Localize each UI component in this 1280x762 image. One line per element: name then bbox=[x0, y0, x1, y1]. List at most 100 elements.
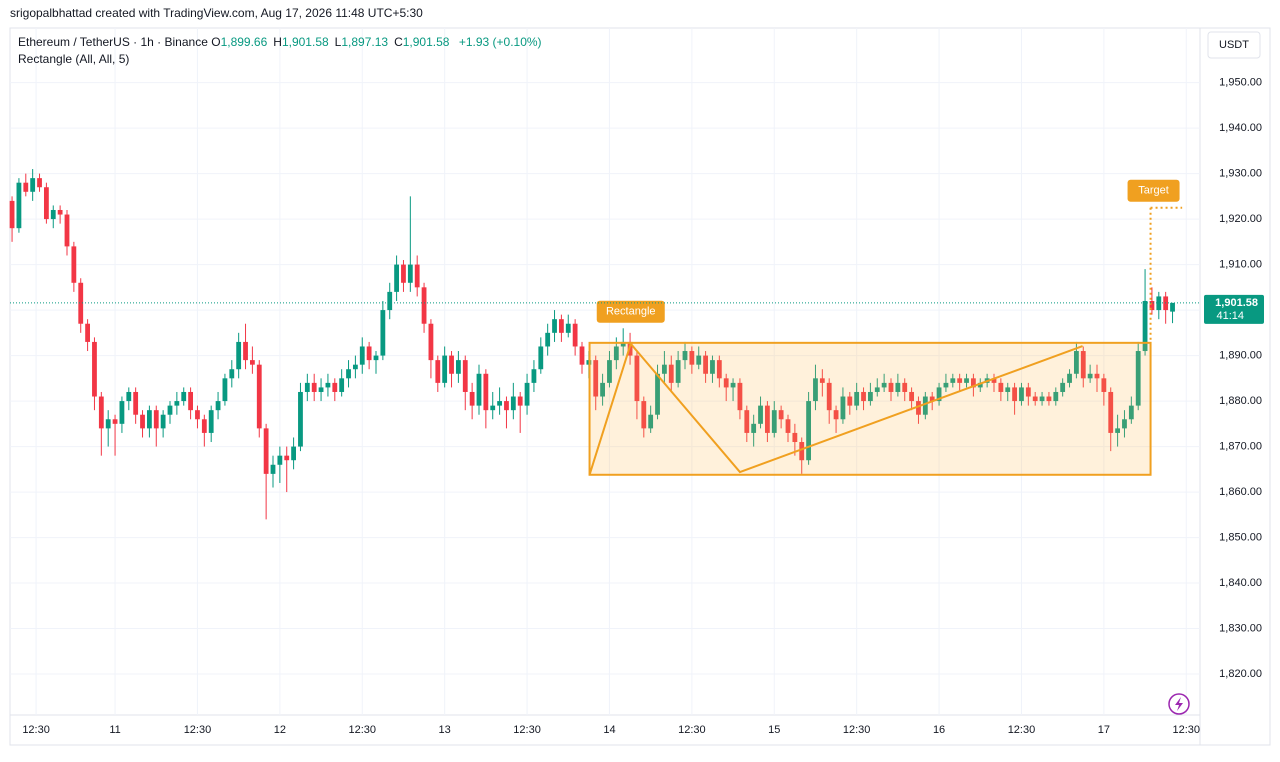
candle-body bbox=[291, 446, 296, 461]
candle-body bbox=[799, 442, 805, 461]
target-label: Target bbox=[1138, 185, 1169, 197]
pattern-line bbox=[588, 341, 1083, 476]
candle-body bbox=[867, 391, 873, 402]
y-tick-label: 1,820.00 bbox=[1219, 668, 1262, 680]
candle-body bbox=[819, 378, 825, 383]
ohlc-key: C bbox=[394, 35, 403, 49]
candle-body bbox=[490, 405, 496, 411]
x-tick-label: 16 bbox=[933, 724, 945, 736]
candle-body bbox=[401, 264, 406, 283]
countdown: 41:14 bbox=[1216, 310, 1244, 322]
candle-body bbox=[723, 378, 729, 388]
candle-body bbox=[208, 410, 214, 433]
candle-body bbox=[895, 382, 901, 392]
candle-body bbox=[105, 419, 111, 429]
currency[interactable]: USDT bbox=[1219, 39, 1249, 51]
candle-body bbox=[977, 382, 983, 388]
y-tick-label: 1,830.00 bbox=[1219, 622, 1262, 634]
candle-body bbox=[751, 423, 757, 433]
candle-body bbox=[689, 351, 695, 365]
candle-body bbox=[510, 396, 516, 411]
candle-body bbox=[1156, 296, 1162, 311]
candle-body bbox=[435, 360, 441, 383]
candle-body bbox=[359, 346, 365, 365]
candle-body bbox=[1080, 351, 1086, 379]
ohlc-key: O bbox=[211, 35, 221, 49]
y-tick-label: 1,950.00 bbox=[1219, 77, 1262, 89]
y-tick-label: 1,930.00 bbox=[1219, 167, 1262, 179]
x-tick-label: 12:30 bbox=[1173, 724, 1201, 736]
candle-body bbox=[119, 401, 125, 424]
candle-body bbox=[861, 391, 866, 402]
candle-body bbox=[813, 378, 818, 402]
candle-body bbox=[1039, 396, 1045, 402]
candle-body bbox=[311, 382, 317, 392]
candle-body bbox=[545, 332, 551, 347]
candle-body bbox=[133, 391, 139, 415]
candle-body bbox=[112, 419, 118, 424]
candle-body bbox=[160, 414, 166, 429]
candle-body bbox=[346, 369, 351, 379]
candle-body bbox=[318, 387, 324, 392]
plot: Rectangle Target bbox=[9, 169, 1200, 520]
candle-body bbox=[572, 323, 578, 347]
x-tick-label: 12:30 bbox=[348, 724, 376, 736]
candle-body bbox=[655, 373, 660, 415]
candle-body bbox=[847, 396, 853, 406]
candle-body bbox=[888, 382, 894, 392]
x-tick-label: 15 bbox=[768, 724, 780, 736]
candle-body bbox=[1122, 419, 1127, 429]
candle-body bbox=[352, 364, 358, 370]
candle-body bbox=[716, 360, 722, 379]
candle-body bbox=[1108, 391, 1114, 433]
candle-body bbox=[1067, 373, 1072, 383]
candle-body bbox=[950, 378, 956, 383]
candle-body bbox=[277, 455, 283, 465]
candle-body bbox=[929, 396, 935, 402]
candle-body bbox=[641, 401, 647, 429]
header: srigopalbhattad created with TradingView… bbox=[10, 6, 423, 20]
candle-body bbox=[140, 414, 145, 429]
candle-body bbox=[236, 341, 242, 370]
x-tick-label: 12:30 bbox=[1008, 724, 1036, 736]
candle-body bbox=[1053, 391, 1059, 402]
candle-body bbox=[428, 323, 434, 361]
candle-body bbox=[64, 214, 70, 247]
candle-body bbox=[380, 310, 386, 356]
candle-body bbox=[442, 355, 448, 383]
candle-body bbox=[9, 200, 15, 229]
candle-body bbox=[964, 378, 969, 383]
ohlc-value: 1,897.13 bbox=[341, 35, 389, 49]
ohlc-key: L bbox=[334, 35, 342, 49]
candle-body bbox=[325, 382, 331, 388]
last-price-label: 1,901.58 bbox=[1215, 297, 1258, 309]
candle-body bbox=[263, 428, 269, 474]
y-tick-label: 1,870.00 bbox=[1219, 440, 1262, 452]
currency-button[interactable] bbox=[1207, 31, 1261, 59]
candle-body bbox=[366, 346, 372, 361]
candle-body bbox=[455, 360, 461, 374]
candle-body bbox=[648, 414, 654, 429]
candle-body bbox=[998, 382, 1004, 392]
candle-body bbox=[936, 387, 942, 402]
x-tick-label: 12:30 bbox=[843, 724, 871, 736]
x-tick-label: 11 bbox=[109, 724, 120, 736]
candle-body bbox=[449, 355, 454, 374]
candle-body bbox=[620, 341, 626, 347]
candle-body bbox=[538, 346, 544, 370]
candle-body bbox=[243, 341, 248, 361]
candle-body bbox=[1025, 387, 1031, 397]
candle-body bbox=[902, 382, 908, 392]
candle-body bbox=[298, 391, 303, 447]
pattern-label: Rectangle bbox=[606, 306, 656, 318]
ohlc: O1,899.66 H1,901.58 L1,897.13 C1,901.58 bbox=[211, 35, 455, 49]
candle-body bbox=[23, 182, 29, 192]
candle-body bbox=[916, 401, 921, 415]
candle-body bbox=[16, 182, 22, 229]
y-tick-label: 1,840.00 bbox=[1219, 577, 1262, 589]
candle-body bbox=[222, 378, 228, 402]
candle-body bbox=[579, 346, 585, 365]
candle-body bbox=[421, 287, 427, 324]
candle-body bbox=[943, 382, 949, 388]
candle-body bbox=[1012, 387, 1018, 402]
